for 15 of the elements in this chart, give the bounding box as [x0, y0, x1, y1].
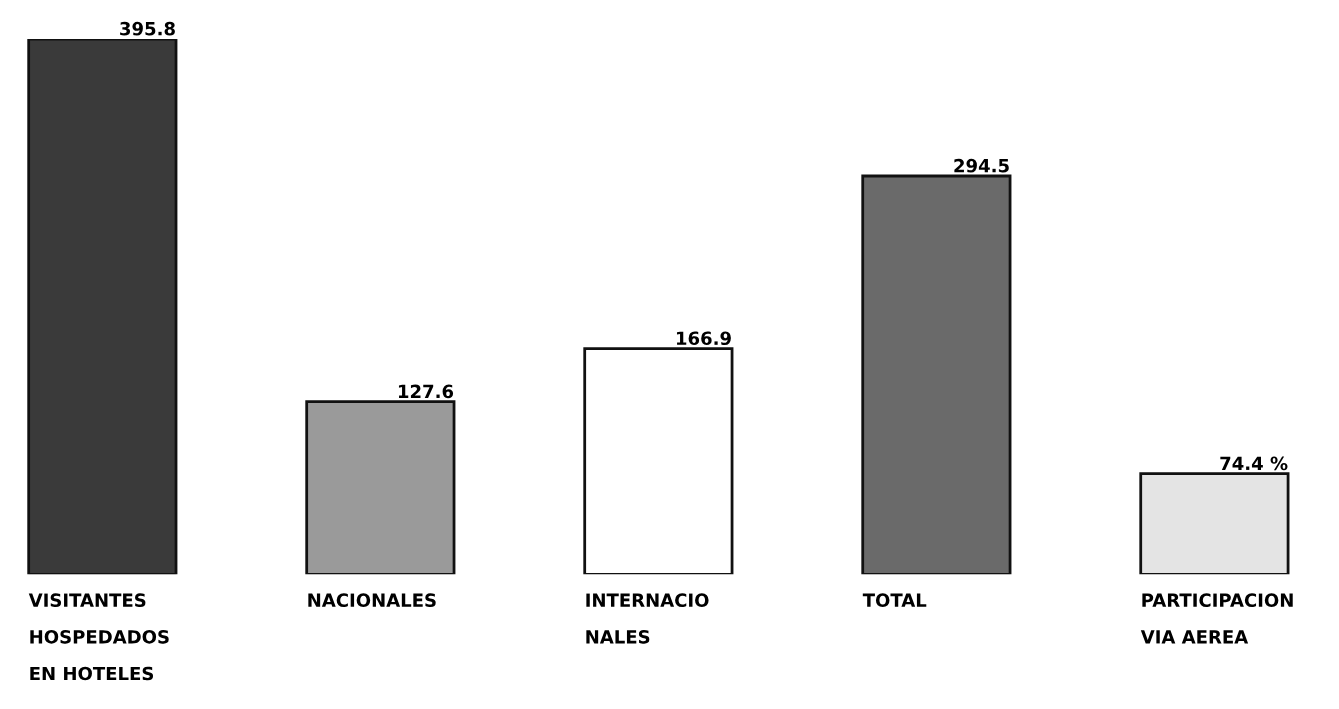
- data-label: 127.6: [398, 384, 454, 399]
- x-tick-label: NACIONALES: [308, 593, 436, 607]
- data-label: 74.4 %: [1220, 456, 1288, 471]
- bar: [861, 174, 1012, 575]
- data-label: 166.9: [676, 331, 731, 346]
- data-label: 395.8: [120, 21, 175, 36]
- data-label: 294.5: [954, 158, 1009, 173]
- bar: [305, 400, 456, 575]
- bar: [1139, 472, 1290, 575]
- x-tick-label: TOTAL: [862, 593, 927, 607]
- category-label: PARTICIPACION VIA AEREA: [1140, 593, 1293, 644]
- category-label: VISITANTES HOSPEDADOS EN HOTELES: [28, 593, 169, 681]
- category-label: INTERNACIO NALES: [586, 593, 709, 644]
- bar: [27, 38, 178, 575]
- bar: [583, 347, 734, 575]
